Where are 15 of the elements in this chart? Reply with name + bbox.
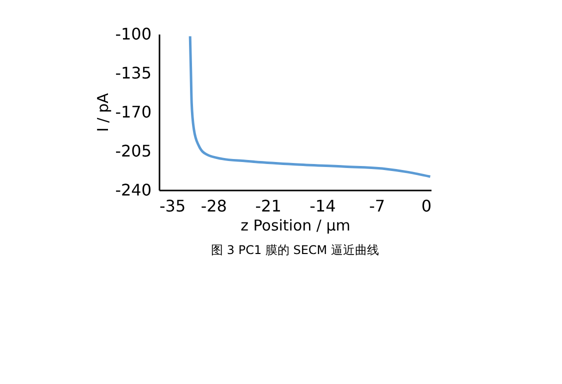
y-axis-title: I / pA [94,92,112,132]
x-tick-label: -28 [200,196,227,216]
y-tick-label: -100 [115,24,152,44]
x-axis-title: z Position / µm [240,216,350,234]
caption: 图 3 PC1 膜的 SECM 逼近曲线 [211,243,379,257]
x-tick-label: 0 [421,196,432,216]
y-tick-label: -205 [115,142,152,160]
y-tick-label: -135 [115,64,152,82]
x-tick-label: -21 [255,196,282,216]
x-tick-label: -14 [310,196,336,216]
x-tick-label: -35 [160,196,186,216]
x-tick-label: -7 [369,196,386,216]
y-tick-label: -240 [115,180,152,200]
line-series [188,34,432,178]
y-tick-label: -170 [115,102,152,122]
